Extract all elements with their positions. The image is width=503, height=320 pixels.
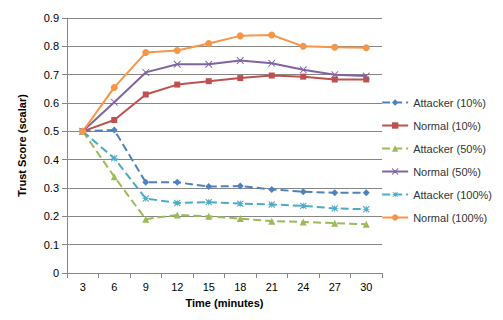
svg-text:18: 18 [234, 281, 246, 293]
svg-text:30: 30 [360, 281, 372, 293]
svg-text:0.3: 0.3 [44, 182, 59, 194]
svg-text:Attacker (100%): Attacker (100%) [413, 189, 492, 201]
svg-text:3: 3 [80, 281, 86, 293]
svg-text:0: 0 [53, 267, 59, 279]
svg-text:Attacker (10%): Attacker (10%) [413, 97, 486, 109]
svg-text:0.5: 0.5 [44, 125, 59, 137]
svg-text:24: 24 [297, 281, 309, 293]
svg-text:9: 9 [143, 281, 149, 293]
svg-text:21: 21 [266, 281, 278, 293]
svg-text:0.1: 0.1 [44, 239, 59, 251]
svg-text:Normal (50%): Normal (50%) [413, 166, 481, 178]
svg-text:0.7: 0.7 [44, 69, 59, 81]
svg-text:6: 6 [111, 281, 117, 293]
svg-text:0.4: 0.4 [44, 154, 59, 166]
svg-text:0.8: 0.8 [44, 40, 59, 52]
svg-text:27: 27 [329, 281, 341, 293]
svg-text:0.9: 0.9 [44, 12, 59, 24]
svg-text:Attacker (50%): Attacker (50%) [413, 143, 486, 155]
svg-text:Normal (10%): Normal (10%) [413, 120, 481, 132]
svg-text:Time (minutes): Time (minutes) [185, 297, 263, 309]
svg-text:0.6: 0.6 [44, 97, 59, 109]
svg-text:15: 15 [203, 281, 215, 293]
svg-text:12: 12 [171, 281, 183, 293]
svg-text:Normal (100%): Normal (100%) [413, 212, 487, 224]
svg-text:0.2: 0.2 [44, 210, 59, 222]
svg-text:Trust Score (scalar): Trust Score (scalar) [16, 94, 28, 197]
